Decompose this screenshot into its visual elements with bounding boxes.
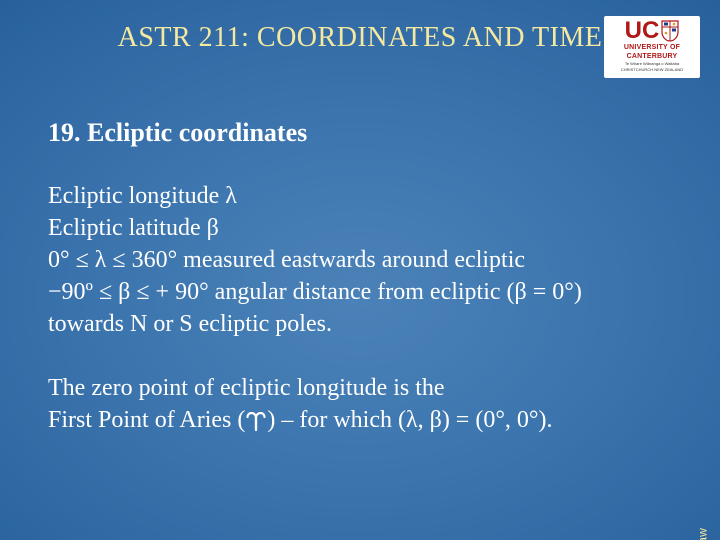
body1-line3: 0° ≤ λ ≤ 360° measured eastwards around … xyxy=(48,244,660,276)
body-paragraph-1: Ecliptic longitude λ Ecliptic latitude β… xyxy=(48,180,660,340)
logo-subtitle1: Te Whare Wānanga o Waitaha xyxy=(625,61,679,66)
body1-line1: Ecliptic longitude λ xyxy=(48,180,660,212)
body2-line2-pre: First Point of Aries ( xyxy=(48,407,245,433)
logo-university-line2: CANTERBURY xyxy=(627,53,678,60)
section-heading: 19. Ecliptic coordinates xyxy=(48,118,307,148)
logo-university-line1: UNIVERSITY OF xyxy=(624,44,680,51)
body2-line2-post: ) – for which (λ, β) = (0°, 0°). xyxy=(267,407,552,433)
body1-line5: towards N or S ecliptic poles. xyxy=(48,308,660,340)
body2-line2: First Point of Aries ( ) – for which (λ,… xyxy=(48,404,600,436)
body1-line2: Ecliptic latitude β xyxy=(48,212,660,244)
aries-icon xyxy=(245,406,267,438)
body1-line4: −90º ≤ β ≤ + 90° angular distance from e… xyxy=(48,276,660,308)
logo-uc-text: UC xyxy=(625,20,660,42)
slide: ASTR 211: COORDINATES AND TIME UC UNIVER… xyxy=(0,0,720,540)
logo-uc-row: UC xyxy=(625,20,680,42)
author-credit: Prof. John Hearnshaw xyxy=(696,528,710,540)
body2-line1: The zero point of ecliptic longitude is … xyxy=(48,372,600,404)
university-logo: UC UNIVERSITY OF CANTERBURY Te Whare Wān… xyxy=(604,16,700,78)
logo-subtitle2: CHRISTCHURCH NEW ZEALAND xyxy=(621,67,683,72)
shield-icon xyxy=(661,20,679,42)
body-paragraph-2: The zero point of ecliptic longitude is … xyxy=(48,372,600,436)
